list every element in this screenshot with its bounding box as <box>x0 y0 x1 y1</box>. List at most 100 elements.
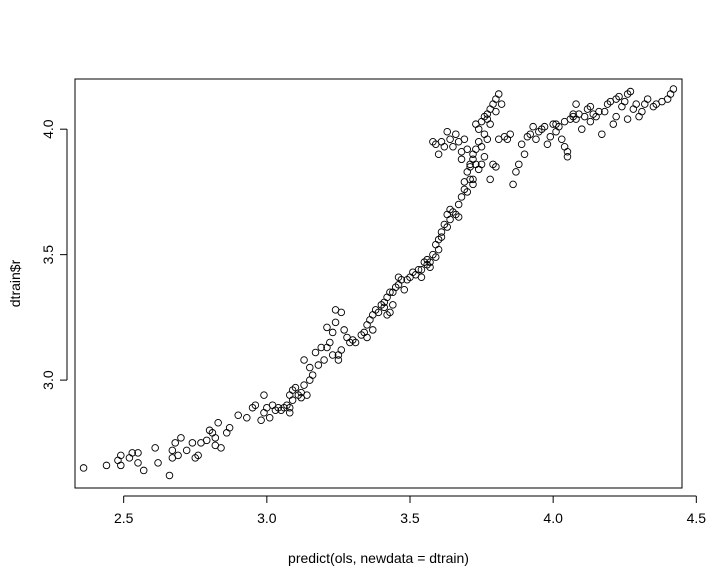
data-point <box>454 200 463 209</box>
data-point <box>139 466 148 475</box>
data-point <box>443 223 451 231</box>
data-point <box>182 446 191 455</box>
data-point <box>598 130 606 138</box>
data-point <box>472 120 480 128</box>
data-point <box>483 115 492 123</box>
data-point <box>532 135 540 143</box>
data-point <box>569 110 577 118</box>
data-point <box>234 411 242 419</box>
data-point <box>400 286 409 294</box>
data-point <box>515 160 523 169</box>
data-point <box>214 419 222 427</box>
data-point <box>300 381 308 389</box>
data-point <box>446 215 454 224</box>
data-point <box>351 338 360 347</box>
data-point <box>194 451 202 460</box>
data-point <box>171 439 179 447</box>
data-point <box>386 308 394 317</box>
data-point <box>328 351 337 359</box>
data-point <box>437 228 446 236</box>
data-point <box>188 439 197 447</box>
data-point <box>669 85 678 93</box>
data-point <box>328 328 337 337</box>
data-point <box>452 130 460 138</box>
data-point <box>128 449 137 457</box>
data-point <box>134 449 142 457</box>
data-point <box>454 137 463 146</box>
data-point <box>512 168 520 176</box>
data-point <box>526 130 535 138</box>
data-point <box>517 140 526 148</box>
data-point <box>217 444 225 452</box>
data-point <box>300 356 308 364</box>
data-point <box>578 125 586 133</box>
data-point <box>363 333 371 342</box>
data-point <box>466 160 474 169</box>
data-point <box>308 371 317 379</box>
data-point <box>117 461 125 470</box>
data-point <box>331 318 340 327</box>
data-point <box>486 175 494 184</box>
data-point <box>414 265 423 274</box>
data-point <box>529 122 537 131</box>
data-point <box>211 434 220 442</box>
data-point <box>243 413 251 422</box>
data-point <box>79 464 88 472</box>
data-point <box>134 459 142 467</box>
data-point <box>437 233 446 241</box>
x-axis: 2.5 3.0 3.5 4.0 4.5 <box>114 495 706 526</box>
x-tick-label: 3.5 <box>400 510 420 526</box>
data-point <box>117 451 125 460</box>
data-point <box>386 288 394 297</box>
data-point <box>454 213 463 221</box>
data-point <box>314 361 323 369</box>
data-point <box>426 263 434 271</box>
data-point <box>260 391 268 399</box>
x-tick-label: 3.0 <box>257 510 277 526</box>
data-point <box>449 142 457 151</box>
data-point <box>326 338 334 347</box>
data-point <box>620 97 629 106</box>
data-point <box>469 175 477 184</box>
data-point <box>480 153 489 161</box>
data-point <box>380 303 388 312</box>
data-point <box>389 301 397 309</box>
data-point <box>265 413 274 422</box>
data-point <box>225 424 234 432</box>
data-point <box>595 107 603 116</box>
x-tick-label: 4.0 <box>543 510 563 526</box>
data-point <box>463 188 472 196</box>
data-point <box>320 356 328 364</box>
data-point <box>443 127 451 136</box>
data-point <box>540 122 549 131</box>
data-point <box>506 130 514 138</box>
data-point <box>174 451 182 460</box>
data-point <box>457 148 466 156</box>
data-point <box>323 323 331 332</box>
data-point <box>303 391 311 399</box>
plot-frame <box>74 78 683 489</box>
data-point <box>457 193 466 201</box>
data-point <box>457 155 466 164</box>
x-tick-label: 2.5 <box>114 510 134 526</box>
data-point <box>557 135 566 143</box>
data-point <box>497 100 506 108</box>
data-point <box>643 95 652 103</box>
data-point <box>580 112 589 121</box>
data-point <box>288 396 297 404</box>
data-point <box>492 163 500 171</box>
data-point <box>374 308 383 317</box>
data-point <box>626 87 635 96</box>
data-point <box>469 180 477 189</box>
data-point <box>563 153 572 161</box>
data-point <box>572 100 580 108</box>
data-point <box>509 180 517 189</box>
data-points <box>79 85 678 480</box>
data-point <box>586 102 595 111</box>
data-point <box>477 142 486 151</box>
data-point <box>257 416 265 425</box>
data-point <box>311 348 320 357</box>
data-point <box>369 326 377 334</box>
